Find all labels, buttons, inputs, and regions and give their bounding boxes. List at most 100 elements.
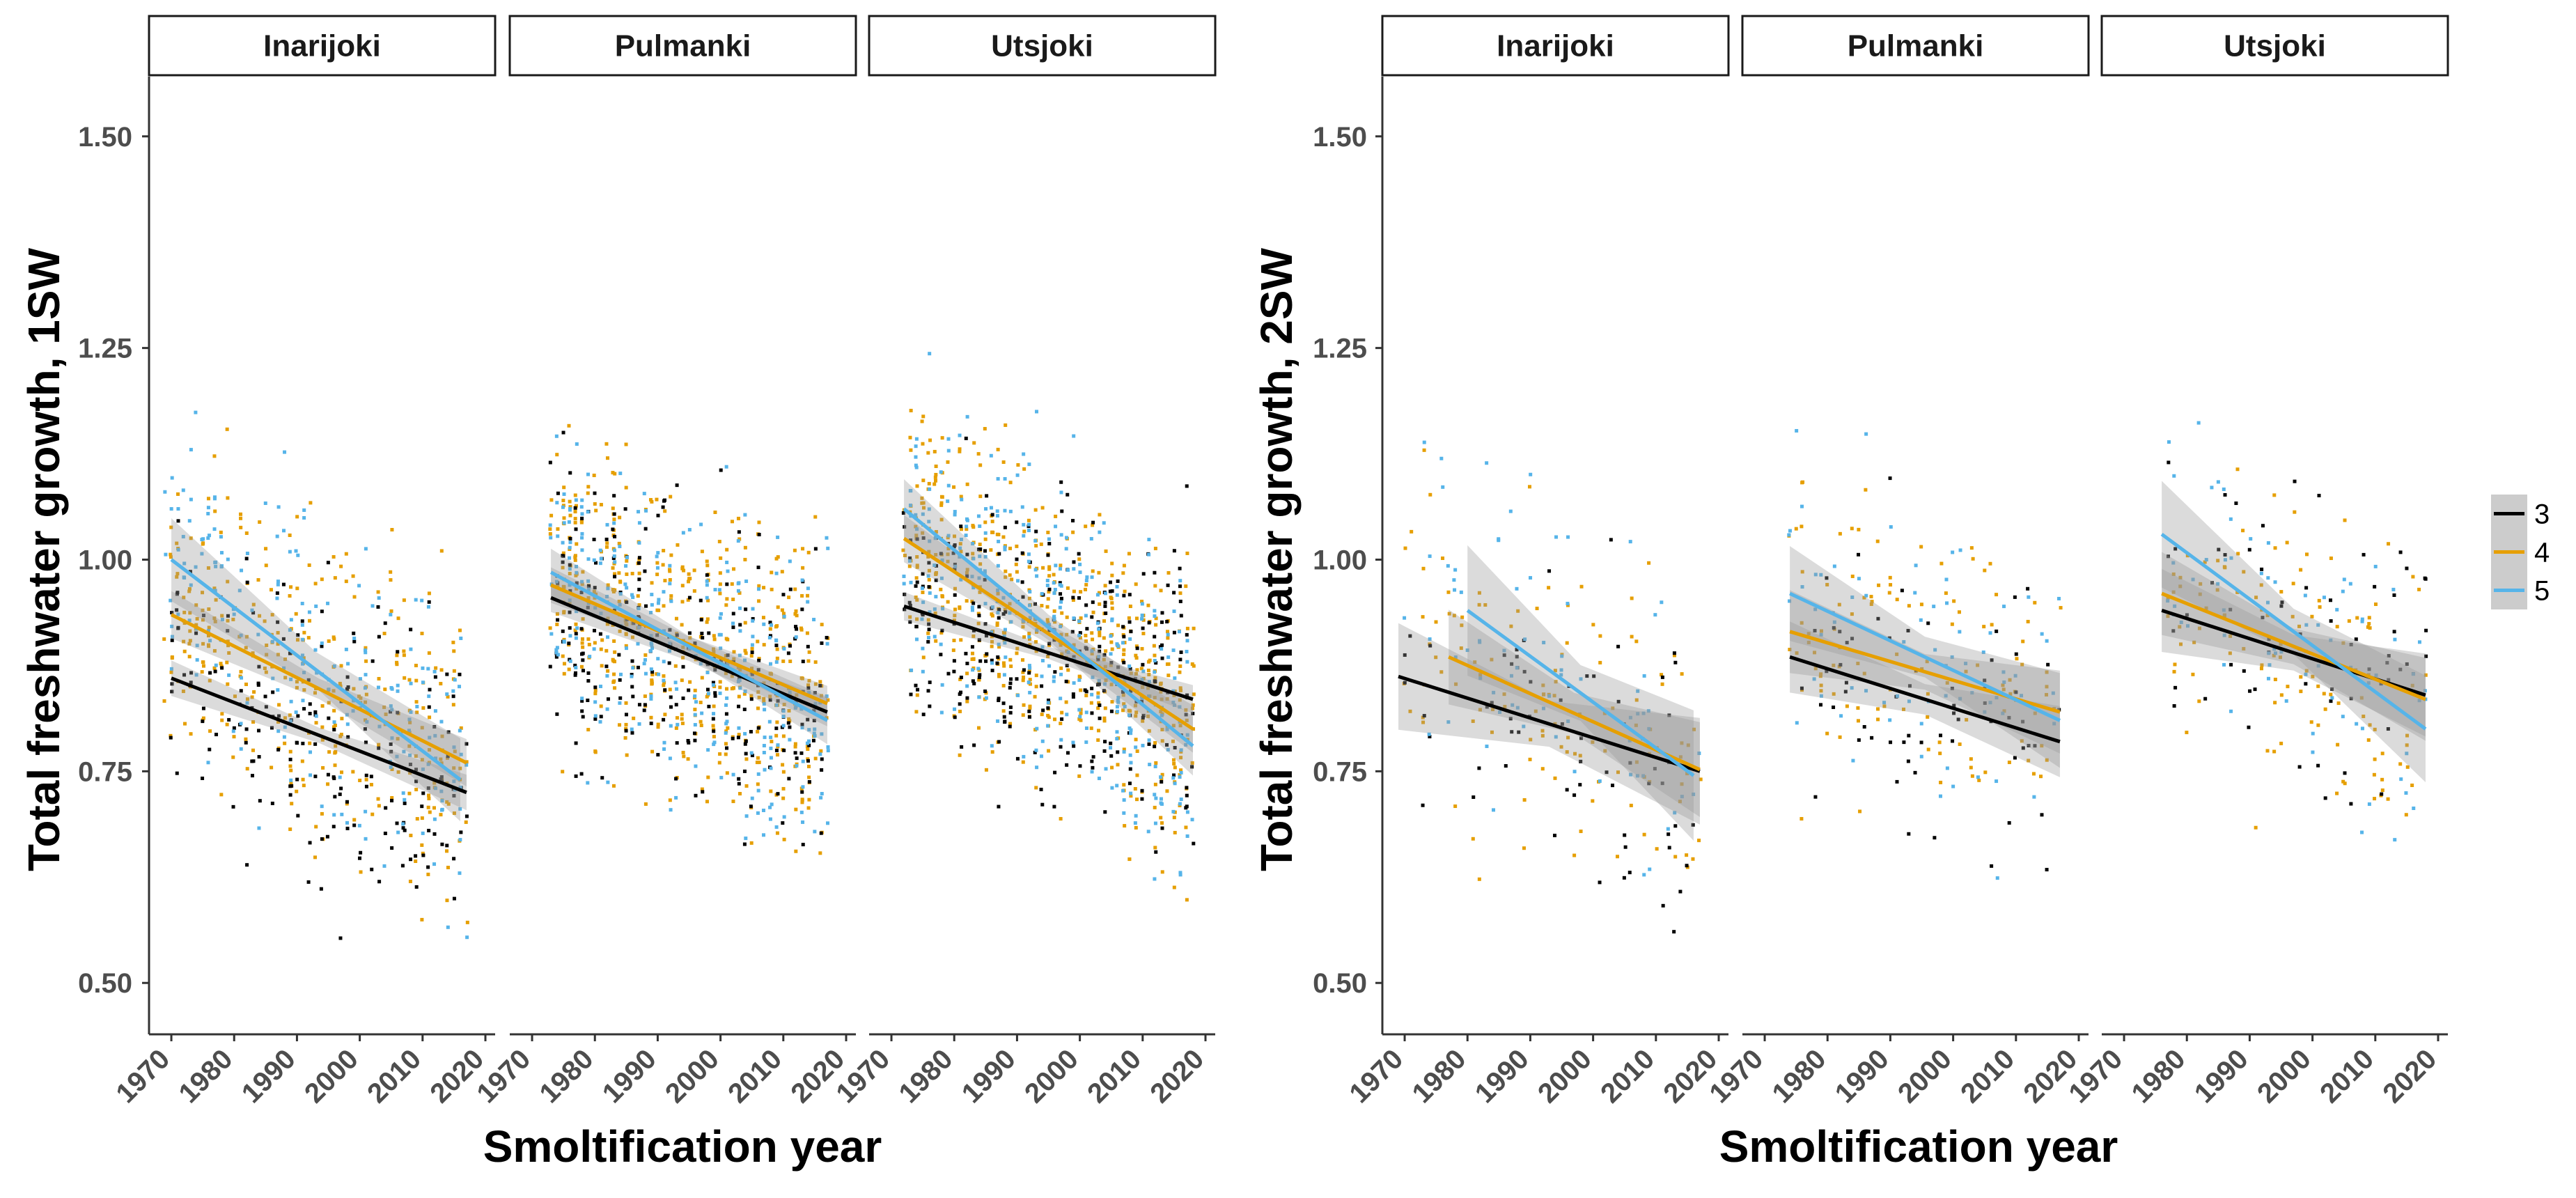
data-point xyxy=(1096,658,1100,662)
data-point xyxy=(1047,698,1051,702)
data-point xyxy=(1573,752,1577,756)
data-point xyxy=(605,522,609,527)
data-point xyxy=(1902,707,1906,711)
data-point xyxy=(1008,611,1012,615)
data-point xyxy=(606,622,610,626)
data-point xyxy=(1084,690,1088,694)
data-point xyxy=(383,687,387,692)
data-point xyxy=(1040,604,1044,608)
data-point xyxy=(226,682,230,686)
data-point xyxy=(1047,749,1051,753)
data-point xyxy=(1832,625,1836,630)
data-point xyxy=(656,513,660,518)
data-point xyxy=(1089,726,1093,731)
data-point xyxy=(698,719,703,724)
data-point xyxy=(2007,715,2011,719)
data-point xyxy=(1072,681,1076,685)
data-point xyxy=(586,584,591,588)
data-point xyxy=(548,527,552,531)
data-point xyxy=(776,699,780,703)
data-point xyxy=(711,680,715,685)
data-point xyxy=(922,506,926,510)
data-point xyxy=(744,752,748,756)
data-point xyxy=(680,623,684,627)
data-point xyxy=(1097,678,1101,683)
data-point xyxy=(1660,673,1664,677)
data-point xyxy=(1522,724,1526,729)
data-point xyxy=(1843,690,1848,694)
data-point xyxy=(687,596,692,600)
data-point xyxy=(630,685,634,689)
data-point xyxy=(776,535,780,539)
data-point xyxy=(978,463,983,467)
data-point xyxy=(795,764,799,768)
data-point xyxy=(2059,606,2063,610)
data-point xyxy=(275,534,279,538)
data-point xyxy=(1179,614,1183,618)
data-point xyxy=(581,715,585,719)
data-point xyxy=(170,611,174,615)
data-point xyxy=(1115,705,1119,709)
data-point xyxy=(2173,547,2178,551)
data-point xyxy=(275,596,279,600)
data-point xyxy=(617,600,621,604)
data-point xyxy=(757,533,761,537)
data-point xyxy=(1958,630,1962,634)
data-point xyxy=(958,449,962,453)
data-point xyxy=(1071,519,1075,523)
data-point xyxy=(1004,569,1008,573)
data-point xyxy=(1673,811,1677,815)
data-point xyxy=(769,766,773,770)
data-point xyxy=(415,710,419,715)
data-point xyxy=(1102,716,1107,720)
data-point xyxy=(270,765,274,770)
data-point xyxy=(548,626,552,630)
data-point xyxy=(927,481,931,485)
data-point xyxy=(1008,705,1013,709)
data-point xyxy=(718,752,722,756)
data-point xyxy=(556,491,560,495)
data-point xyxy=(2229,662,2233,667)
data-point xyxy=(439,775,444,779)
data-point xyxy=(2380,788,2384,793)
data-point xyxy=(713,668,717,672)
data-point xyxy=(756,690,760,694)
data-point xyxy=(364,700,368,704)
data-point xyxy=(1446,563,1450,568)
data-point xyxy=(794,704,798,708)
data-point xyxy=(1497,538,1501,543)
data-point xyxy=(1553,776,1557,780)
data-point xyxy=(971,679,975,683)
data-point xyxy=(352,595,357,599)
data-point xyxy=(736,589,740,593)
data-point xyxy=(586,637,591,641)
data-point xyxy=(1661,903,1665,908)
data-point xyxy=(227,651,231,655)
data-point xyxy=(389,742,393,746)
data-point xyxy=(1634,698,1639,702)
data-point xyxy=(946,600,950,604)
data-point xyxy=(182,596,186,600)
data-point xyxy=(207,607,211,612)
data-point xyxy=(826,749,830,753)
data-point xyxy=(2387,678,2391,682)
data-point xyxy=(376,685,380,690)
data-point xyxy=(593,628,597,632)
data-point xyxy=(1028,666,1032,670)
data-point xyxy=(2033,711,2037,715)
data-point xyxy=(643,694,647,699)
data-point xyxy=(2417,640,2421,644)
data-point xyxy=(1121,571,1125,575)
data-point xyxy=(1147,552,1151,557)
data-point xyxy=(712,704,716,708)
data-point xyxy=(800,578,804,582)
data-point xyxy=(946,483,951,488)
data-point xyxy=(586,587,591,591)
data-point xyxy=(2261,524,2265,528)
data-point xyxy=(781,770,786,774)
data-point xyxy=(556,534,560,538)
data-point xyxy=(965,524,969,529)
data-point xyxy=(960,745,964,749)
data-point xyxy=(806,600,810,604)
data-point xyxy=(244,737,248,741)
